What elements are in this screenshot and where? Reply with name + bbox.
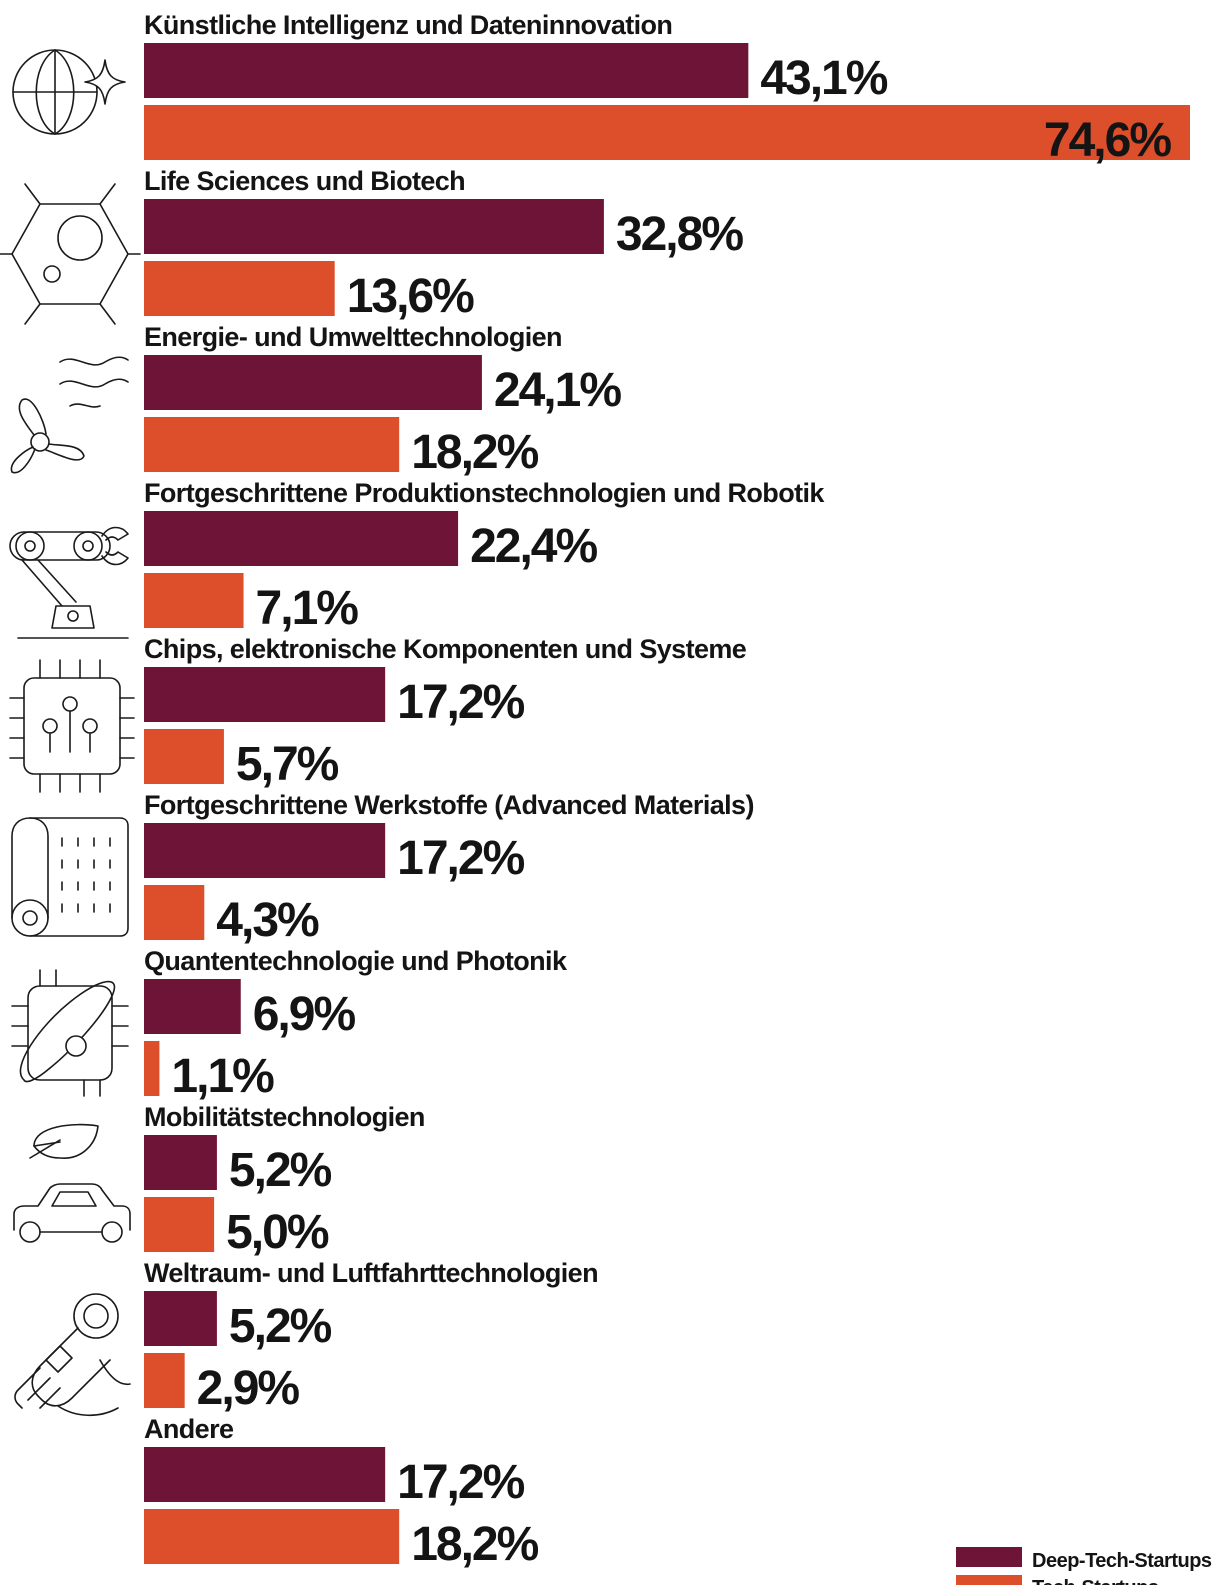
value-label: 13,6% xyxy=(347,270,474,323)
value-label: 24,1% xyxy=(494,364,621,417)
value-label: 1,1% xyxy=(171,1050,274,1103)
bar-deep-tech xyxy=(144,511,459,566)
quantum-orbit-icon xyxy=(11,969,129,1097)
bar-tech xyxy=(144,1041,160,1096)
robot-arm-icon xyxy=(9,526,129,639)
value-label: 17,2% xyxy=(397,676,524,729)
astronaut-icon xyxy=(14,1293,131,1417)
category-label: Quantentechnologie und Photonik xyxy=(144,946,568,976)
bar-tech xyxy=(144,417,400,472)
category-label: Künstliche Intelligenz und Dateninnovati… xyxy=(144,10,672,40)
bar-tech xyxy=(144,573,244,628)
category-label: Weltraum- und Luftfahrttechnologien xyxy=(144,1258,598,1288)
bar-tech xyxy=(144,1353,185,1408)
wind-turbine-icon xyxy=(10,356,129,474)
value-label: 18,2% xyxy=(411,1518,538,1571)
legend-swatch-tech xyxy=(956,1575,1022,1585)
cell-hexagon-icon xyxy=(0,183,141,325)
value-label: 18,2% xyxy=(411,426,538,479)
bar-deep-tech xyxy=(144,43,749,98)
value-label: 43,1% xyxy=(760,52,887,105)
legend-swatch-deep-tech xyxy=(956,1547,1022,1567)
eco-car-icon xyxy=(13,1123,131,1243)
category-label: Fortgeschrittene Werkstoffe (Advanced Ma… xyxy=(144,790,754,820)
value-label: 5,0% xyxy=(226,1206,329,1259)
category-label: Chips, elektronische Komponenten und Sys… xyxy=(144,634,747,664)
value-label: 17,2% xyxy=(397,1456,524,1509)
bar-deep-tech xyxy=(144,1291,217,1346)
globe-sparkle-icon xyxy=(12,49,126,135)
category-label: Mobilitätstechnologien xyxy=(144,1102,425,1132)
bar-tech xyxy=(144,885,205,940)
bar-tech xyxy=(144,729,224,784)
value-label: 4,3% xyxy=(216,894,319,947)
value-label: 17,2% xyxy=(397,832,524,885)
value-label: 32,8% xyxy=(616,208,743,261)
category-label: Life Sciences und Biotech xyxy=(144,166,465,196)
value-label: 5,2% xyxy=(229,1144,332,1197)
material-roll-icon xyxy=(11,817,129,937)
bar-tech xyxy=(144,261,335,316)
bar-deep-tech xyxy=(144,979,241,1034)
category-label: Energie- und Umwelttechnologien xyxy=(144,322,562,352)
value-label: 22,4% xyxy=(470,520,597,573)
bar-deep-tech xyxy=(144,1447,386,1502)
bar-deep-tech xyxy=(144,1135,217,1190)
microchip-icon xyxy=(9,659,135,793)
legend-label-tech: Tech-Startups xyxy=(1032,1577,1159,1585)
bar-deep-tech xyxy=(144,823,386,878)
value-label: 6,9% xyxy=(253,988,356,1041)
bar-tech xyxy=(144,105,1190,160)
value-label: 5,2% xyxy=(229,1300,332,1353)
category-label: Andere xyxy=(144,1414,234,1444)
bar-deep-tech xyxy=(144,199,604,254)
legend: Deep-Tech-Startups Tech-Startups xyxy=(956,1547,1212,1585)
bar-tech xyxy=(144,1509,400,1564)
legend-label-deep-tech: Deep-Tech-Startups xyxy=(1032,1550,1212,1572)
bar-deep-tech xyxy=(144,355,482,410)
bar-deep-tech xyxy=(144,667,386,722)
category-label: Fortgeschrittene Produktionstechnologien… xyxy=(144,478,825,508)
value-label: 5,7% xyxy=(236,738,339,791)
bar-tech xyxy=(144,1197,215,1252)
value-label: 2,9% xyxy=(197,1362,300,1415)
value-label: 74,6% xyxy=(1044,114,1171,167)
value-label: 7,1% xyxy=(256,582,359,635)
